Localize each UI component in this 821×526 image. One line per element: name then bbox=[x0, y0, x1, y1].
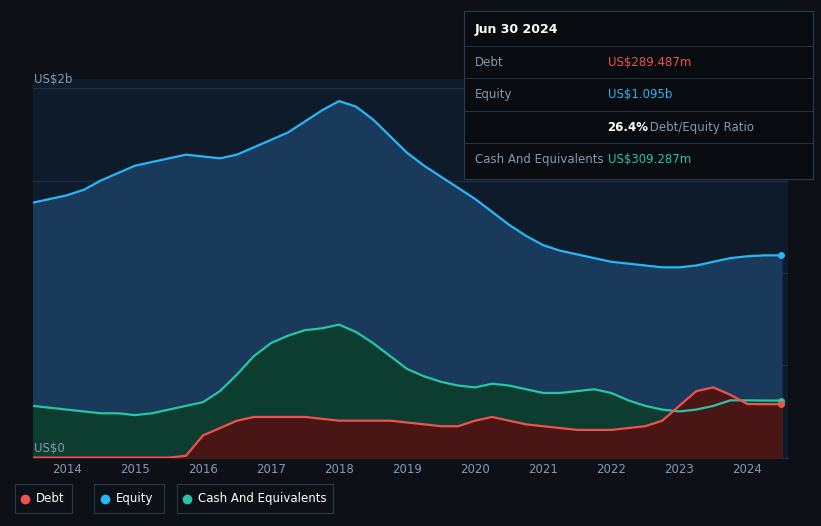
Text: Equity: Equity bbox=[475, 88, 512, 101]
Text: US$289.487m: US$289.487m bbox=[608, 56, 691, 69]
Text: Cash And Equivalents: Cash And Equivalents bbox=[475, 153, 603, 166]
Text: Equity: Equity bbox=[116, 492, 154, 505]
Text: Debt/Equity Ratio: Debt/Equity Ratio bbox=[646, 120, 754, 134]
Text: US$1.095b: US$1.095b bbox=[608, 88, 672, 101]
Text: Debt: Debt bbox=[36, 492, 65, 505]
Text: Debt: Debt bbox=[475, 56, 503, 69]
Text: 26.4%: 26.4% bbox=[608, 120, 649, 134]
Text: Cash And Equivalents: Cash And Equivalents bbox=[198, 492, 327, 505]
Text: US$2b: US$2b bbox=[34, 73, 73, 86]
Text: Jun 30 2024: Jun 30 2024 bbox=[475, 24, 558, 36]
Text: US$309.287m: US$309.287m bbox=[608, 153, 690, 166]
Text: US$0: US$0 bbox=[34, 442, 65, 455]
